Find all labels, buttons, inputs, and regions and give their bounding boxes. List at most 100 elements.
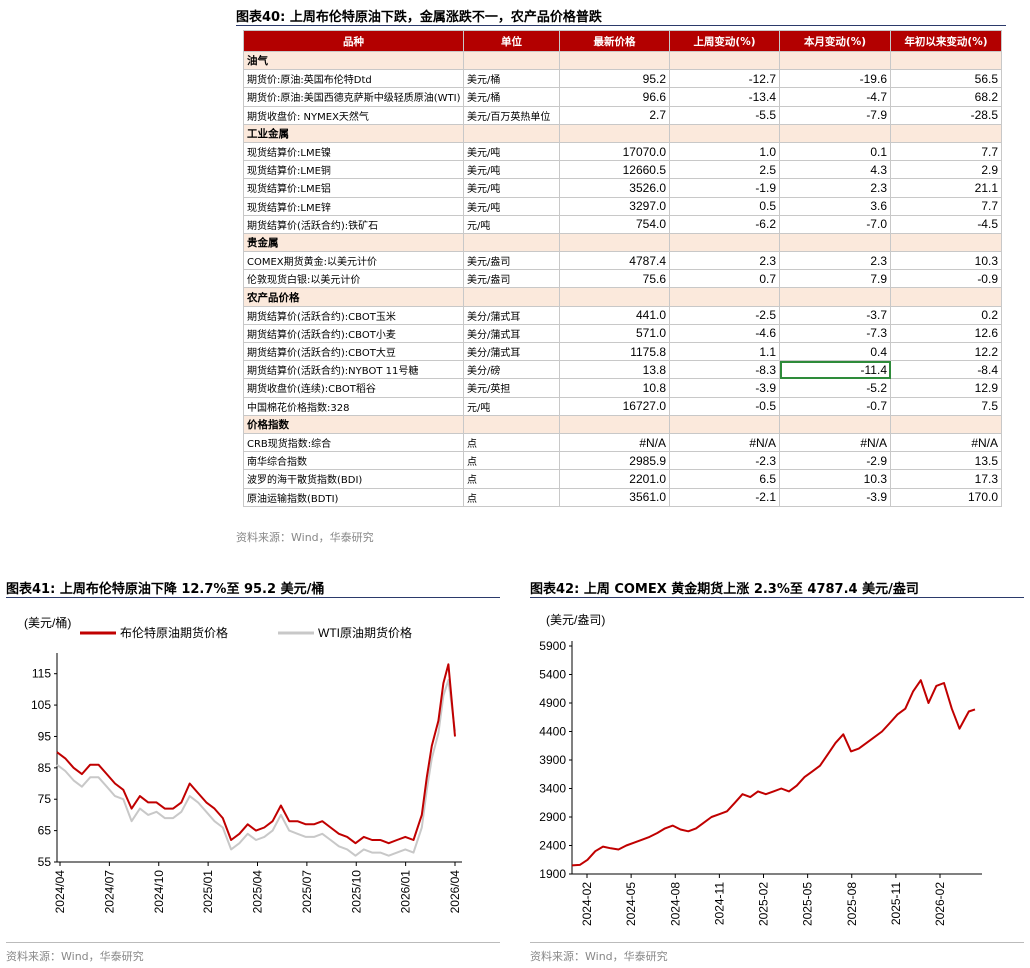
section-row: 工业金属 [243,123,1002,143]
cell-weekly-change: #N/A [669,432,780,453]
section-cell-empty [669,414,780,434]
x-tick-label: 2026/04 [448,870,462,914]
section-cell-empty [669,232,780,253]
section-cell-empty [890,414,1002,434]
table-row: 中国棉花价格指数:328 元/吨 16727.0 -0.5 -0.7 7.5 [243,396,1002,416]
fig40-title: 图表40: 上周布伦特原油下跌，金属涨跌不一，农产品价格普跌 [236,10,602,25]
cell-latest-price: 441.0 [559,305,670,325]
section-row: 农产品价格 [243,287,1002,307]
cell-ytd-change: 7.7 [890,196,1002,216]
cell-monthly-change: -7.3 [779,323,891,344]
table-header-row: 品种 单位 最新价格 上周变动(%) 本月变动(%) 年初以来变动(%) [243,30,1002,52]
cell-weekly-change: -2.5 [669,305,780,325]
cell-unit: 美分/蒲式耳 [463,341,560,362]
y-tick-label: 5900 [539,639,566,653]
brent-wti-chart: (美元/桶) 55 65 75 85 95 105 115 2024/04 2024/07 2024… [24,615,462,914]
section-cell-empty [559,123,670,143]
section-cell-empty [463,414,560,434]
table-row: 期货结算价(活跃合约):CBOT玉米 美分/蒲式耳 441.0 -2.5 -3.7 0.2 [243,305,1002,325]
cell-latest-price: 1175.8 [559,341,670,362]
cell-monthly-change: -7.0 [779,214,891,234]
cell-variety: 期货结算价(活跃合约):CBOT玉米 [243,305,464,325]
cell-latest-price: 3526.0 [559,178,670,198]
section-cell-empty [779,414,891,434]
cell-latest-price: 754.0 [559,214,670,234]
cell-variety: 期货结算价(活跃合约):铁矿石 [243,214,464,234]
cell-unit: 点 [463,451,560,471]
cell-latest-price: 96.6 [559,87,670,107]
fig41-title-rule [6,597,500,598]
x-tick-label: 2024-05 [624,882,638,926]
cell-unit: 点 [463,487,560,507]
section-cell-empty [669,50,780,71]
table-row: 期货价:原油:英国布伦特Dtd 美元/桶 95.2 -12.7 -19.6 56.5 [243,69,1002,89]
table-row: 期货价:原油:美国西德克萨斯中级轻质原油(WTI) 美元/桶 96.6 -13.4 -4… [243,87,1002,107]
y-tick-label: 4400 [539,725,566,739]
x-tick-label: 2025/04 [251,870,265,914]
section-label: 油气 [243,50,464,71]
section-cell-empty [559,50,670,71]
cell-monthly-change: -0.7 [779,396,891,416]
section-cell-empty [463,232,560,253]
y-tick-label: 75 [38,792,52,806]
header-weekly-change: 上周变动(%) [669,30,780,52]
table-row: 原油运输指数(BDTI) 点 3561.0 -2.1 -3.9 170.0 [243,487,1002,507]
cell-latest-price: 95.2 [559,69,670,89]
y-axis-label: (美元/桶) [24,615,71,630]
cell-unit: 美元/吨 [463,196,560,216]
cell-variety: 现货结算价:LME锌 [243,196,464,216]
section-cell-empty [779,287,891,307]
y-tick-label: 2400 [539,839,566,853]
cell-latest-price: 75.6 [559,269,670,289]
cell-latest-price: 571.0 [559,323,670,344]
commodity-price-table: 品种 单位 最新价格 上周变动(%) 本月变动(%) 年初以来变动(%) 油气期… [243,30,1002,507]
cell-variety: 中国棉花价格指数:328 [243,396,464,416]
cell-latest-price: 3561.0 [559,487,670,507]
header-unit: 单位 [463,30,560,52]
x-tick-label: 2025/01 [201,870,215,914]
cell-variety: 期货价:原油:美国西德克萨斯中级轻质原油(WTI) [243,87,464,107]
cell-monthly-change: 3.6 [779,196,891,216]
section-cell-empty [559,287,670,307]
cell-variety: 现货结算价:LME铜 [243,160,464,180]
cell-variety: COMEX期货黄金:以美元计价 [243,251,464,271]
cell-latest-price: 2985.9 [559,451,670,471]
x-tick-label: 2026/01 [399,870,413,914]
cell-monthly-change: -11.4 [779,360,891,380]
header-latest-price: 最新价格 [559,30,670,52]
cell-latest-price: #N/A [559,432,670,453]
cell-ytd-change: -8.4 [890,360,1002,380]
table-row: CRB现货指数:综合点 #N/A #N/A #N/A #N/A [243,432,1002,453]
section-cell-empty [779,232,891,253]
header-ytd-change: 年初以来变动(%) [890,30,1002,52]
cell-variety: 期货价:原油:英国布伦特Dtd [243,69,464,89]
cell-monthly-change: -2.9 [779,451,891,471]
table-row: 期货收盘价(连续):CBOT稻谷 美元/英担 10.8 -3.9 -5.2 12.9 [243,378,1002,398]
cell-ytd-change: 0.2 [890,305,1002,325]
cell-weekly-change: 2.5 [669,160,780,180]
cell-unit: 美分/蒲式耳 [463,305,560,325]
fig41-title: 图表41: 上周布伦特原油下降 12.7%至 95.2 美元/桶 [6,582,325,597]
x-tick-label: 2025-08 [845,882,859,926]
table-row: COMEX期货黄金:以美元计价 美元/盎司 4787.4 2.3 2.3 10.3 [243,251,1002,271]
cell-variety: 期货收盘价(连续):CBOT稻谷 [243,378,464,398]
x-tick-label: 2025-02 [757,882,771,926]
cell-unit: 美分/蒲式耳 [463,323,560,344]
section-row: 价格指数 [243,414,1002,434]
cell-weekly-change: -4.6 [669,323,780,344]
cell-variety: CRB现货指数:综合 [243,432,464,453]
cell-weekly-change: -5.5 [669,105,780,125]
cell-monthly-change: 2.3 [779,251,891,271]
x-tick-label: 2024-02 [580,882,594,926]
table-row: 期货结算价(活跃合约):NYBOT 11号糖 美分/磅 13.8 -8.3 -11.4-… [243,360,1002,380]
legend-label: 布伦特原油期货价格 [120,625,228,640]
fig42-title: 图表42: 上周 COMEX 黄金期货上涨 2.3%至 4787.4 美元/盎司 [530,582,919,597]
y-tick-label: 5400 [539,668,566,682]
comex-gold-chart: (美元/盎司) 1900 2400 2900 3400 3900 4400 4900 5400 5… [539,613,982,926]
section-cell-empty [463,50,560,71]
cell-ytd-change: 21.1 [890,178,1002,198]
cell-weekly-change: 0.5 [669,196,780,216]
table-row: 伦敦现货白银:以美元计价 美元/盎司 75.6 0.7 7.9 -0.9 [243,269,1002,289]
cell-weekly-change: -6.2 [669,214,780,234]
fig40-title-rule [236,25,1006,26]
